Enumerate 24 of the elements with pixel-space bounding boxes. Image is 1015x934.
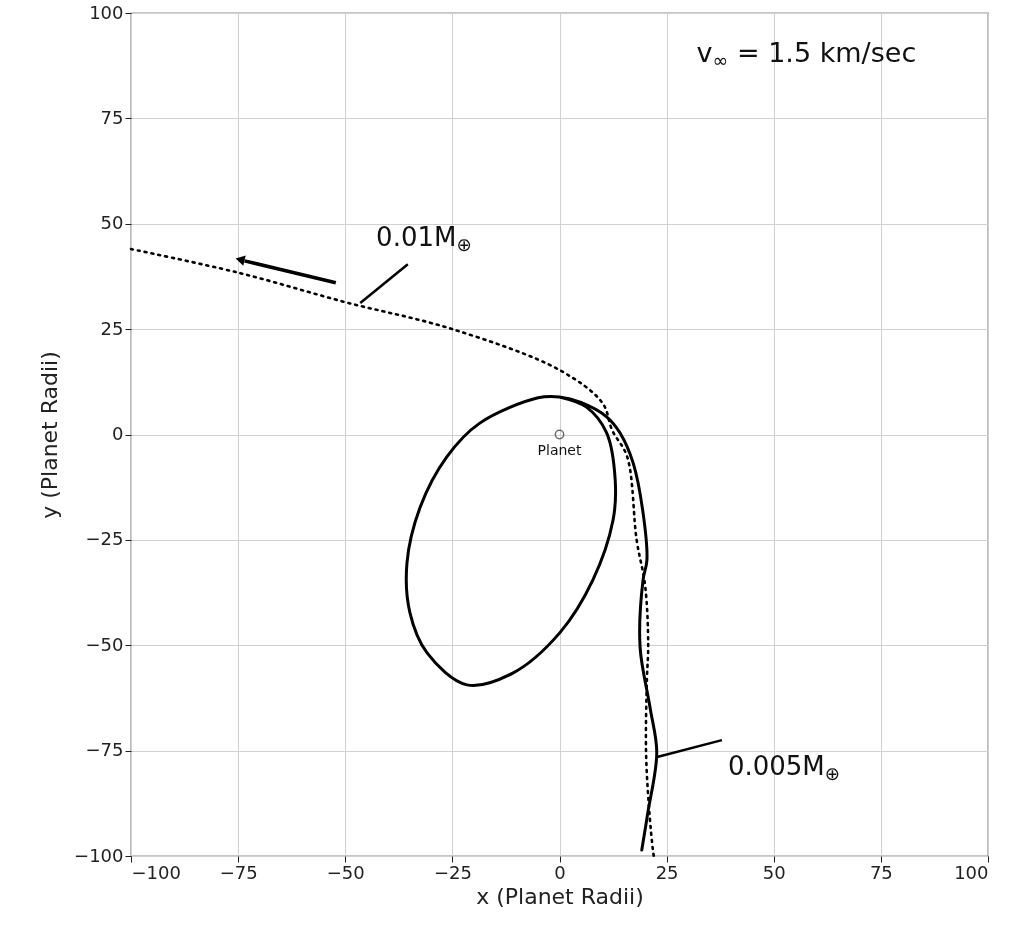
text: 0.01M$_{⊕}$: [376, 222, 472, 255]
y-tick-label: 25: [100, 317, 124, 339]
y-tick-label: 50: [100, 212, 124, 234]
x-tick-label: −25: [433, 861, 472, 883]
y-tick-label: −25: [85, 528, 124, 550]
y-tick-label: 75: [100, 106, 124, 128]
y-tick-label: 0: [112, 423, 124, 444]
text: 0.005M$_{⊕}$: [727, 751, 841, 784]
x-tick-label: −50: [326, 861, 365, 883]
x-axis-title: x (Planet Radii): [476, 883, 644, 909]
y-tick-label: −50: [85, 633, 124, 655]
x-tick-label: 25: [655, 861, 679, 883]
series-label: Planet: [537, 441, 582, 458]
x-tick-label: −100: [131, 861, 181, 883]
x-tick-label: 0: [554, 861, 566, 883]
x-tick-label: 100: [954, 861, 989, 883]
y-axis-title: y (Planet Radii): [37, 351, 63, 519]
x-tick-label: 50: [762, 861, 786, 883]
annotation: v$_{∞}$ = 1.5 km/sec: [696, 36, 917, 71]
y-tick-label: −100: [74, 844, 124, 866]
y-tick-label: 100: [89, 1, 124, 23]
x-tick-label: 75: [869, 861, 893, 883]
x-tick-label: −75: [219, 861, 258, 883]
y-tick-label: −75: [85, 739, 124, 761]
